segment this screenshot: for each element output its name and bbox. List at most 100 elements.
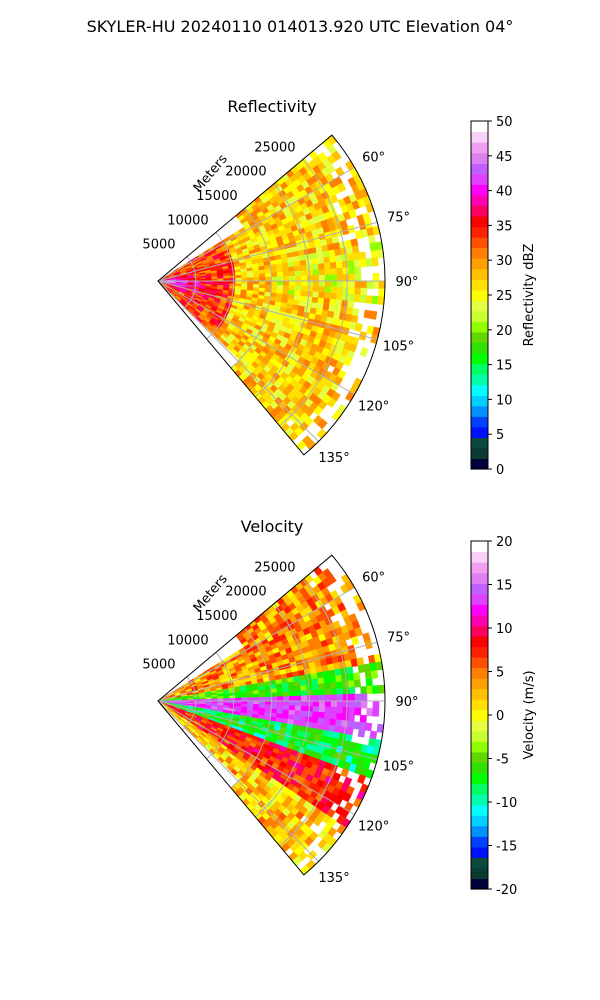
radar-cell — [330, 268, 338, 276]
colorbar-swatch — [471, 121, 488, 133]
colorbar-swatch — [471, 426, 488, 438]
colorbar-tick-label: 5 — [496, 666, 504, 681]
radar-cell — [353, 259, 361, 268]
colorbar-tick-label: 0 — [496, 463, 504, 478]
colorbar-swatch — [471, 688, 488, 700]
radar-cell — [335, 261, 344, 269]
azimuth-spoke — [157, 700, 355, 815]
radar-cell — [329, 255, 337, 264]
radar-cell — [346, 253, 355, 262]
radar-cell — [329, 292, 338, 301]
range-ring — [230, 627, 272, 789]
radar-cell — [360, 280, 368, 289]
radar-cell — [312, 269, 320, 276]
radar-cell — [324, 274, 332, 282]
colorbar-tick-label: 15 — [496, 579, 513, 594]
colorbar-swatch — [471, 331, 488, 344]
radar-cell — [300, 705, 308, 712]
colorbar-swatch — [471, 194, 488, 206]
sector-outline — [157, 134, 386, 456]
radar-cell — [317, 257, 325, 265]
range-tick-label: 25000 — [254, 560, 295, 575]
radar-cell — [247, 700, 254, 705]
radar-cell — [342, 700, 350, 708]
radar-cell — [330, 694, 338, 702]
radar-cell — [366, 685, 374, 695]
radar-cell — [331, 150, 342, 162]
reflectivity-panel: Reflectivity60°75°90°105°120°135°5000100… — [142, 97, 537, 478]
radar-cell — [330, 280, 338, 288]
colorbar-swatch — [471, 258, 488, 270]
radar-cell — [318, 263, 326, 271]
colorbar-tick-label: 50 — [496, 115, 513, 130]
radar-cell — [318, 706, 326, 713]
radar-cell — [295, 695, 302, 702]
radar-cell — [264, 272, 272, 278]
range-ring — [206, 232, 235, 340]
azimuth-tick-label: 60° — [362, 571, 385, 586]
radar-cell — [336, 182, 347, 193]
radar-cell — [324, 712, 332, 720]
colorbar-swatch — [471, 593, 488, 605]
colorbar-tick-label: 5 — [496, 428, 504, 443]
radar-cell — [312, 816, 323, 827]
radar-cell — [300, 285, 308, 292]
sector-outline — [157, 554, 386, 876]
radar-cell — [371, 295, 379, 305]
colorbar-tick-label: -15 — [496, 840, 517, 855]
radar-cell — [350, 636, 360, 646]
azimuth-spoke — [157, 700, 378, 761]
colorbar-tick-label: -10 — [496, 796, 517, 811]
colorbar-swatch — [471, 131, 488, 143]
radar-cell — [360, 686, 368, 695]
colorbar-swatch — [471, 836, 488, 848]
radar-cell — [326, 574, 337, 585]
colorbar-swatch — [471, 583, 488, 595]
colorbar-swatch — [471, 142, 488, 154]
radar-cell — [352, 672, 361, 681]
radar-cell — [324, 688, 332, 696]
radar-cell — [330, 706, 338, 714]
colorbar-swatch — [471, 783, 488, 795]
radar-cell — [294, 265, 302, 272]
colorbar-swatch — [471, 374, 488, 386]
radar-cell — [283, 276, 290, 282]
radar-cell — [277, 700, 284, 706]
range-ring — [279, 579, 348, 847]
radar-cell — [329, 261, 338, 270]
radar-cell — [288, 686, 296, 693]
colorbar-swatch — [471, 247, 488, 259]
radar-cell — [342, 287, 350, 295]
range-tick-label: 10000 — [167, 633, 208, 648]
radar-cell — [282, 285, 290, 291]
radar-cell — [359, 347, 369, 357]
radar-cell — [300, 265, 308, 272]
radar-cell — [312, 683, 320, 691]
radar-cell — [306, 705, 314, 713]
radar-cell — [341, 300, 349, 308]
colorbar-swatch — [471, 562, 488, 574]
radar-cell — [354, 266, 362, 275]
radar-cell — [300, 280, 308, 287]
radar-cell — [347, 680, 355, 688]
radar-field — [157, 134, 386, 451]
radar-cell — [360, 693, 368, 702]
radar-cell — [295, 700, 302, 707]
azimuth-tick-label: 105° — [383, 759, 414, 774]
radar-cell — [324, 694, 332, 702]
range-tick-label: 15000 — [196, 189, 237, 204]
radar-cell — [293, 680, 301, 687]
radar-cell — [357, 774, 367, 785]
radar-cell — [305, 679, 313, 686]
radar-cell — [336, 280, 344, 288]
radar-cell — [288, 271, 296, 277]
radar-cell — [294, 690, 302, 697]
radar-cell — [253, 273, 260, 278]
radar-cell — [318, 280, 326, 288]
radar-cell — [271, 700, 278, 706]
radar-cell — [295, 275, 302, 282]
range-tick-label: 5000 — [142, 658, 175, 673]
radar-cell — [318, 694, 326, 702]
radar-cell — [283, 280, 290, 286]
radar-cell — [378, 280, 386, 290]
